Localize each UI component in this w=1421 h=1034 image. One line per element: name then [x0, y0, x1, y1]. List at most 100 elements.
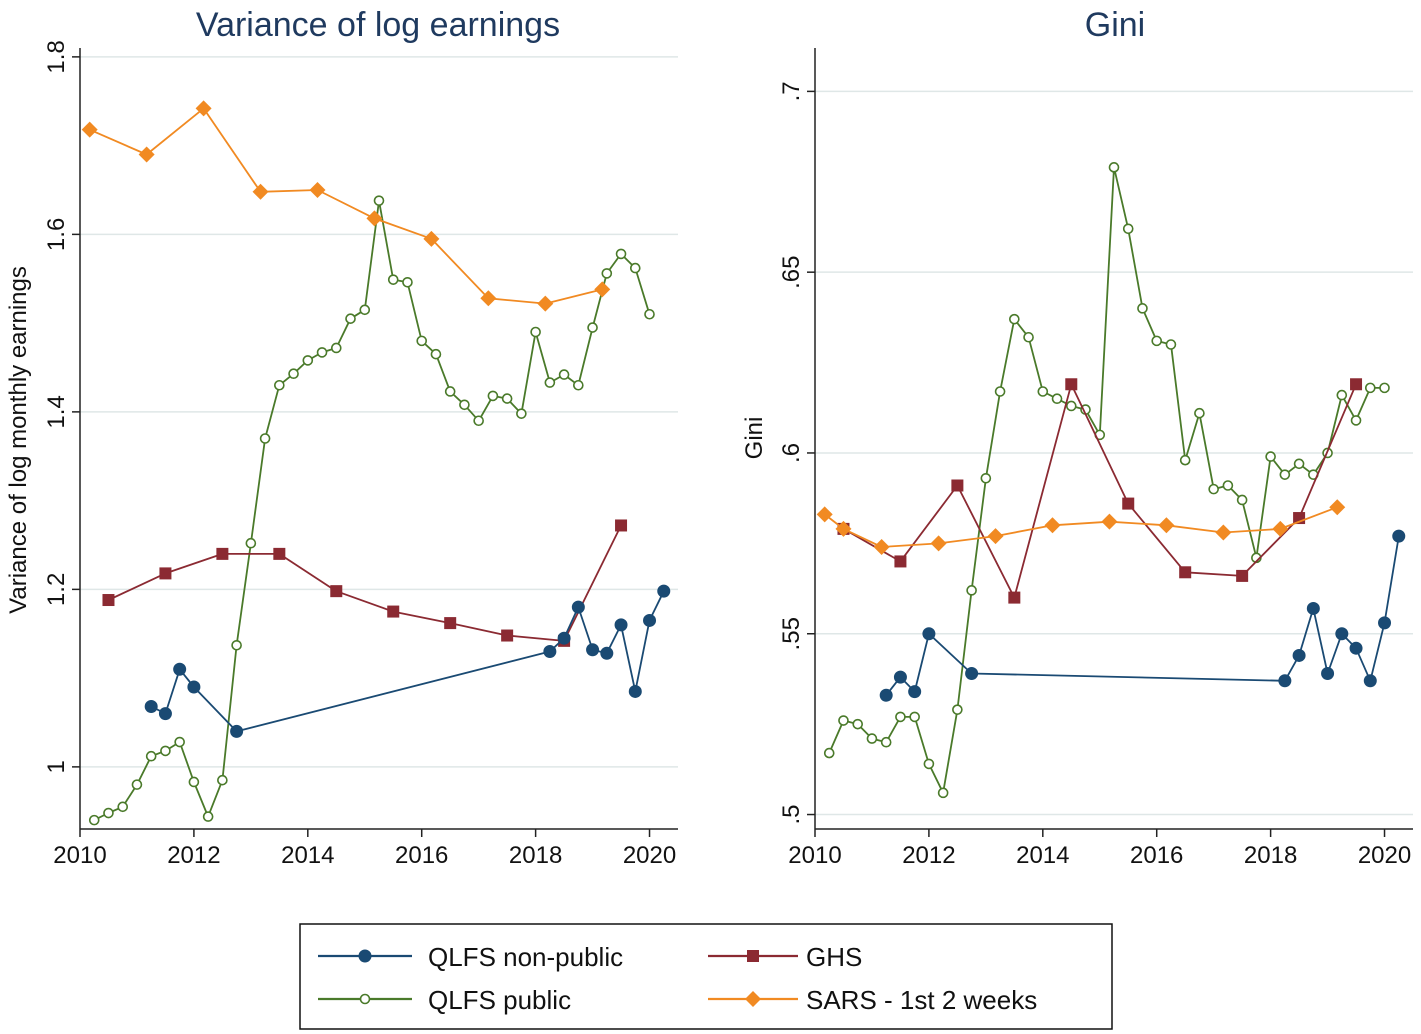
series-line-qlfs-non-public	[150, 590, 665, 733]
data-point	[1165, 339, 1177, 350]
series-line-ghs	[843, 383, 1357, 599]
data-point	[159, 567, 172, 580]
data-point	[816, 506, 833, 523]
panel-gini: .5 .55 .6 .65 .7 2010 2012 2014 2016 2018 2020	[778, 48, 1413, 869]
legend-marker	[747, 950, 759, 962]
data-point	[952, 704, 963, 715]
data-point	[444, 617, 457, 630]
data-point	[501, 393, 513, 404]
y-tick-label: 1.6	[43, 218, 70, 251]
data-point	[302, 355, 314, 366]
data-point	[557, 631, 571, 645]
data-point	[1194, 407, 1205, 419]
legend-symbol-ghs	[708, 950, 798, 962]
y-tick-label: 1.8	[43, 40, 70, 73]
y-tick-label: .5	[778, 805, 805, 825]
data-point	[387, 605, 400, 618]
data-point	[1179, 454, 1191, 466]
data-point	[657, 584, 671, 598]
data-point	[117, 801, 129, 813]
panel-title-variance: Variance of log earnings	[196, 6, 560, 44]
data-point	[643, 613, 657, 627]
data-point	[1023, 331, 1034, 343]
data-point	[852, 718, 864, 730]
data-point	[373, 195, 385, 206]
y-tick-label: 1.2	[43, 573, 70, 606]
data-point	[628, 684, 642, 698]
x-tick-label: 2016	[1130, 842, 1183, 869]
data-point	[1101, 513, 1118, 530]
legend: QLFS non-public GHS QLFS public SARS - 1…	[299, 923, 1113, 1030]
data-point	[430, 348, 442, 360]
data-point	[965, 667, 979, 681]
data-point	[1350, 415, 1362, 426]
data-point	[473, 415, 484, 427]
data-point	[216, 547, 229, 560]
data-point	[601, 268, 613, 279]
data-point	[174, 736, 185, 748]
x-tick-label: 2018	[509, 842, 562, 869]
data-point	[480, 290, 497, 307]
x-tick-label: 2012	[902, 842, 955, 869]
data-point	[1378, 616, 1392, 630]
data-point	[1321, 667, 1335, 681]
data-point	[359, 304, 371, 316]
data-point	[909, 711, 920, 723]
data-point	[330, 585, 343, 598]
data-point	[444, 386, 456, 397]
legend-label-qlfs-non-public: QLFS non-public	[428, 942, 623, 972]
data-point	[288, 368, 299, 380]
data-point	[1306, 601, 1320, 615]
data-point	[838, 715, 849, 726]
data-point	[1051, 393, 1063, 405]
x-tick-label: 2010	[53, 842, 106, 869]
legend-symbol-qlfs-public	[318, 993, 412, 1005]
data-point	[1044, 517, 1061, 534]
x-tick-label: 2014	[1016, 842, 1069, 869]
data-point	[252, 183, 269, 200]
legend-symbol-sars-1st-2-weeks	[708, 991, 798, 1007]
data-point	[1122, 497, 1135, 510]
y-tick-label: 1	[43, 760, 70, 773]
data-point	[1065, 400, 1077, 412]
data-point	[1137, 303, 1148, 314]
legend-box	[299, 923, 1113, 1030]
data-point	[102, 594, 115, 607]
data-point	[930, 535, 947, 552]
series-line-qlfs-public	[93, 199, 651, 821]
y-tick-label: .55	[778, 617, 805, 650]
series-ghs	[837, 378, 1363, 604]
data-point	[1329, 499, 1346, 516]
data-point	[937, 787, 949, 799]
data-point	[644, 308, 655, 320]
data-point	[994, 386, 1006, 397]
data-point	[1392, 529, 1406, 543]
y-tick-label: .7	[778, 81, 805, 101]
data-point	[345, 313, 356, 324]
data-point	[1265, 451, 1276, 462]
data-point	[230, 724, 244, 738]
data-point	[1379, 382, 1390, 394]
legend-label-qlfs-public: QLFS public	[428, 985, 571, 1015]
data-point	[1272, 520, 1289, 537]
data-point	[1151, 335, 1163, 347]
data-point	[1279, 469, 1291, 480]
data-point	[1349, 641, 1363, 655]
data-point	[823, 747, 835, 759]
data-point	[894, 555, 907, 568]
data-point	[1108, 162, 1120, 173]
data-point	[387, 274, 399, 285]
series-line-sars-1st-2-weeks	[89, 107, 603, 305]
data-point	[614, 618, 628, 632]
data-point	[195, 100, 212, 117]
data-point	[537, 295, 554, 312]
data-point	[544, 377, 556, 388]
data-point	[571, 600, 585, 614]
data-point	[1336, 389, 1348, 401]
data-point	[423, 230, 440, 247]
data-point	[1222, 480, 1234, 491]
data-point	[81, 121, 98, 138]
data-point	[187, 680, 201, 694]
data-point	[138, 146, 155, 163]
